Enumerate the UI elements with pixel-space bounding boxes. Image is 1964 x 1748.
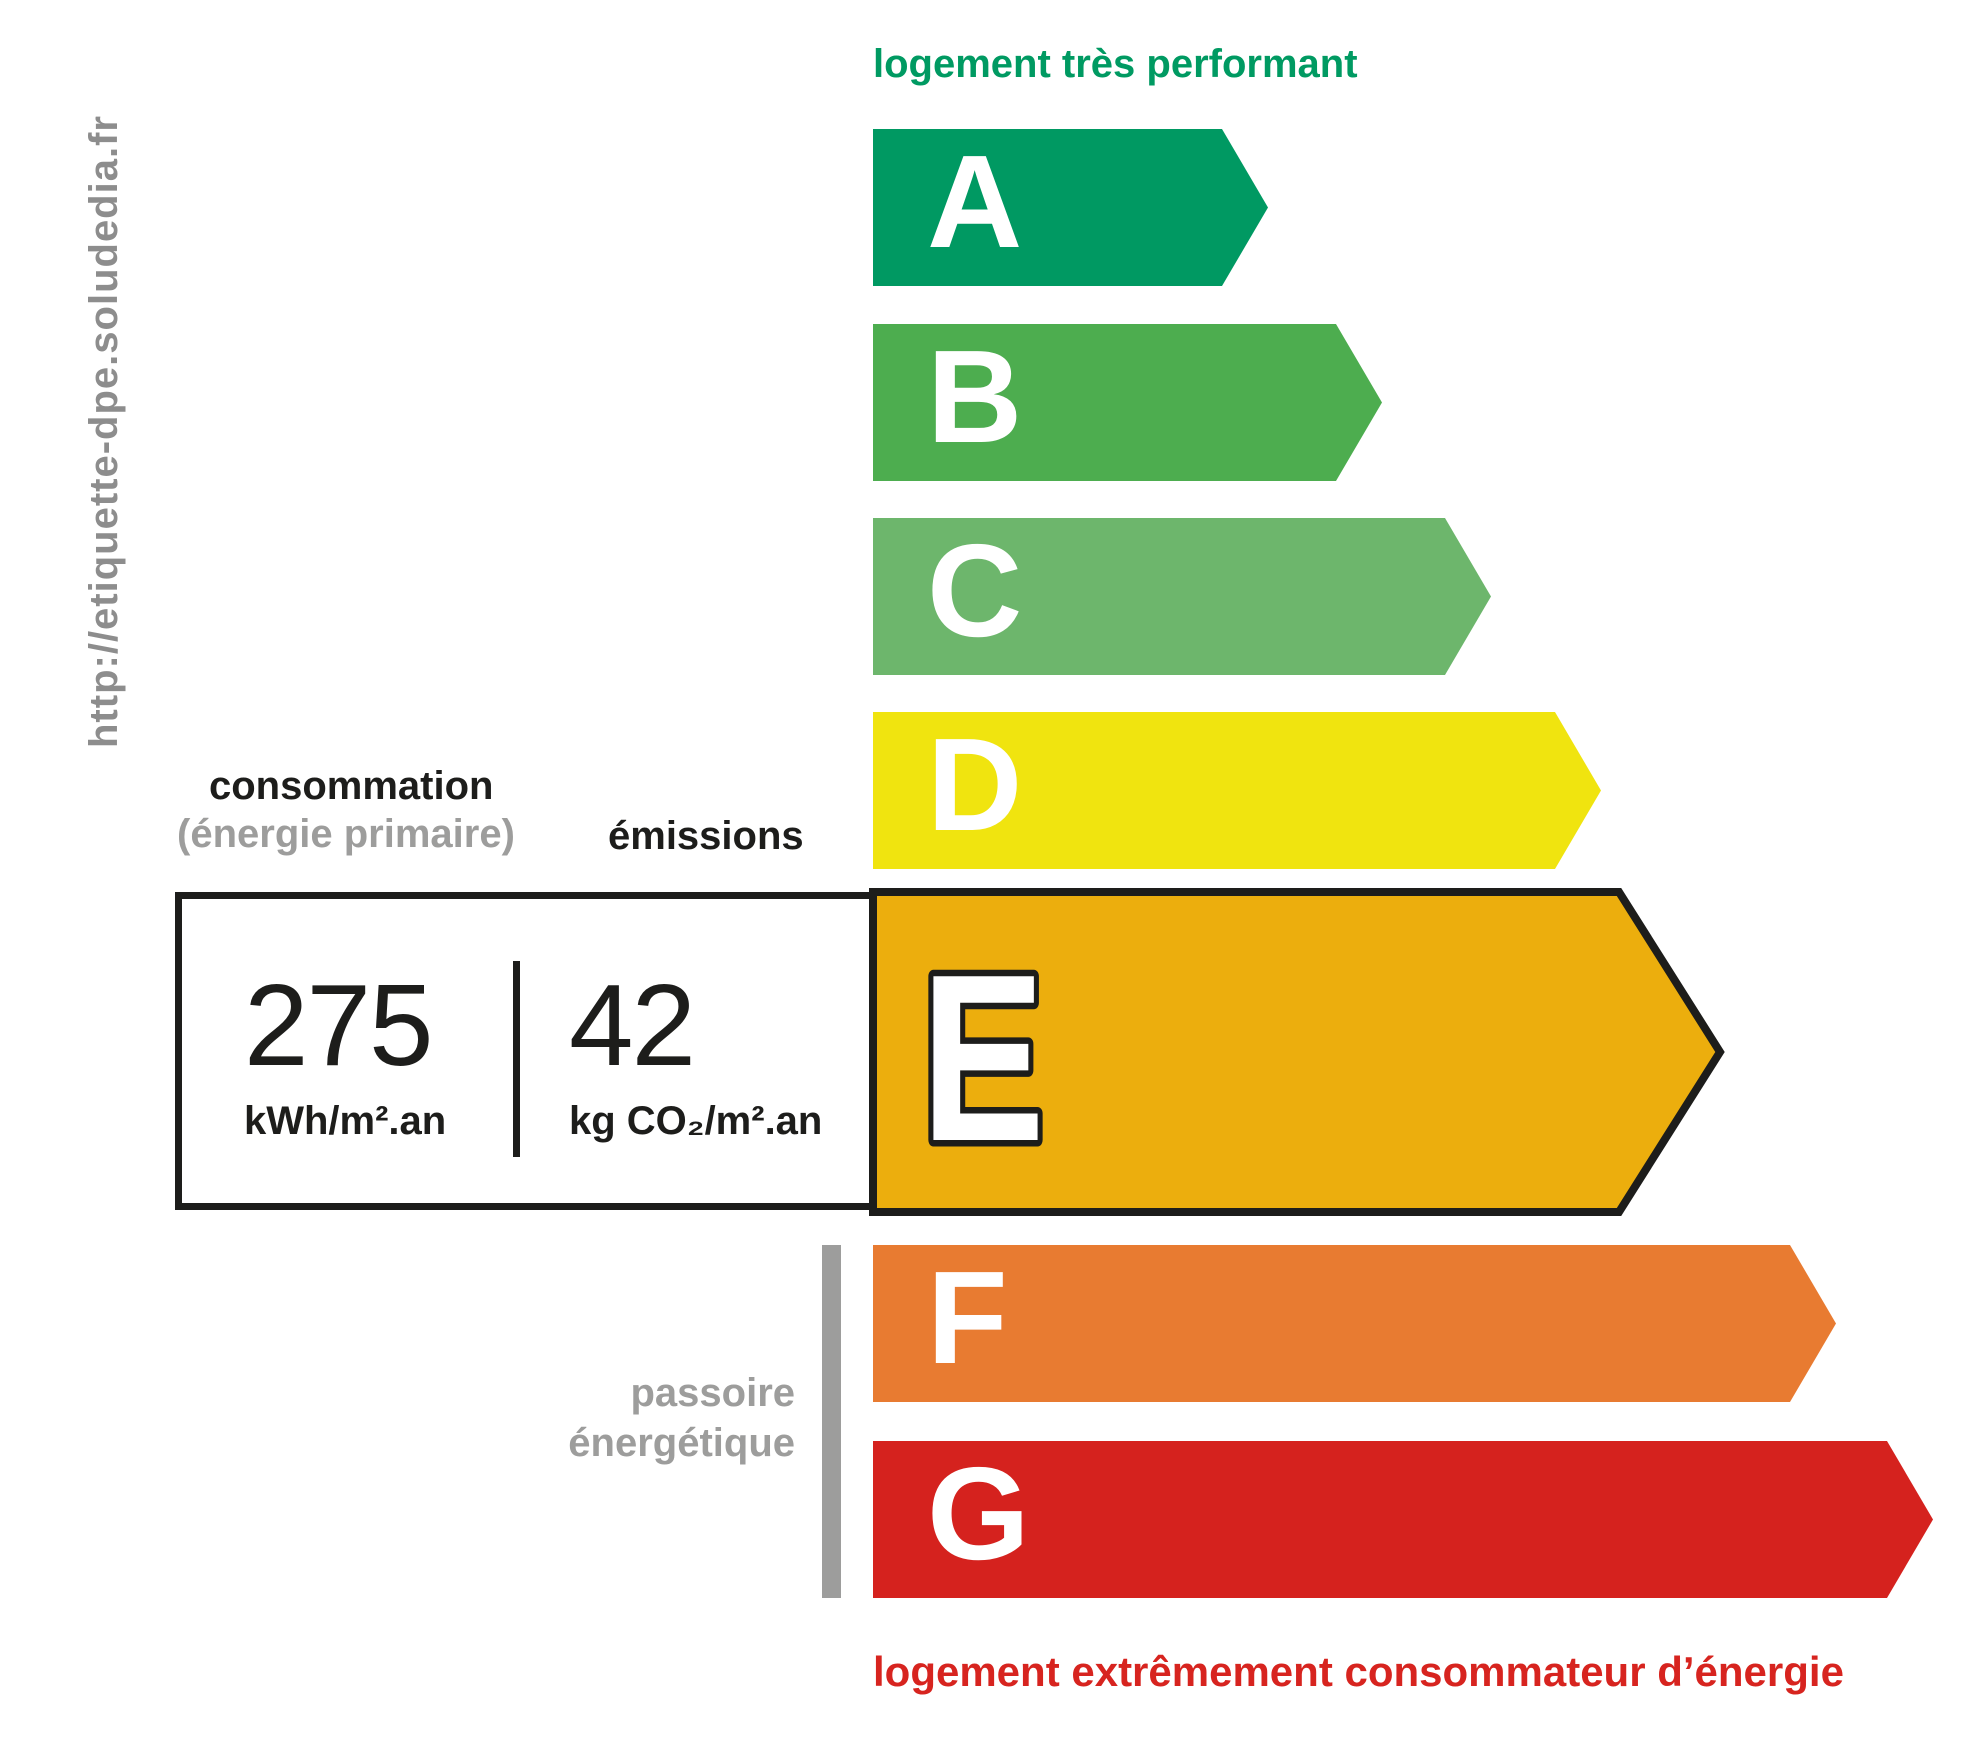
consumption-block: 275 kWh/m².an <box>244 967 446 1144</box>
consumption-label: consommation <box>209 764 494 808</box>
bottom-caption: logement extrêmement consommateur d’éner… <box>873 1648 1844 1695</box>
sieve-label: passoire énergétique <box>295 1368 795 1468</box>
sieve-label-line2: énergétique <box>568 1421 795 1465</box>
energy-bar-f: F <box>873 1245 1836 1402</box>
energy-bar-e: E <box>869 888 1725 1216</box>
sieve-label-line1: passoire <box>630 1371 795 1415</box>
energy-bar-c: C <box>873 518 1491 675</box>
consumption-sublabel: (énergie primaire) <box>177 812 515 856</box>
energy-bar-b: B <box>873 324 1382 481</box>
energy-bar-d: D <box>873 712 1601 869</box>
grade-letter-g: G <box>927 1439 1030 1587</box>
metrics-divider <box>513 961 520 1157</box>
sieve-divider-bar <box>822 1245 841 1598</box>
top-caption: logement très performant <box>873 42 1358 86</box>
grade-letter-d: D <box>927 710 1023 858</box>
consumption-value: 275 <box>244 960 434 1090</box>
grade-letter-f: F <box>927 1243 1008 1391</box>
metrics-box: 275 kWh/m².an 42 kg CO₂/m².an <box>175 892 877 1210</box>
grade-letter-b: B <box>927 322 1023 470</box>
energy-bar-a: A <box>873 129 1268 286</box>
source-url: http://etiquette-dpe.soludedia.fr <box>82 115 126 748</box>
grade-letter-c: C <box>927 516 1023 664</box>
emissions-unit: kg CO₂/m².an <box>569 1099 823 1143</box>
e-arrow-shape <box>869 888 1725 1216</box>
emissions-block: 42 kg CO₂/m².an <box>569 967 822 1144</box>
grade-letter-a: A <box>927 127 1023 275</box>
emissions-value: 42 <box>569 960 696 1090</box>
energy-bar-g: G <box>873 1441 1933 1598</box>
consumption-unit: kWh/m².an <box>244 1099 447 1143</box>
grade-letter-e: E <box>921 926 1045 1191</box>
emissions-label: émissions <box>608 814 804 858</box>
